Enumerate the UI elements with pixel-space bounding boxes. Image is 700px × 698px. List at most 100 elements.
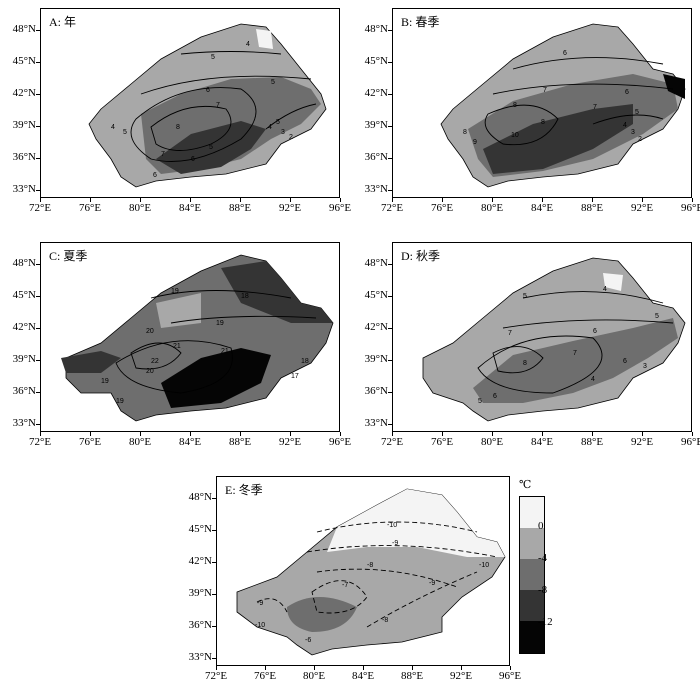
contour-label: 3 xyxy=(643,363,647,370)
map-frame-b: B: 春季 6 7 8 7 6 5 10 8 4 3 xyxy=(392,8,692,198)
panel-title-b: B: 春季 xyxy=(399,13,442,30)
lon-tick xyxy=(265,666,266,670)
lat-tick xyxy=(36,264,40,265)
contour-label: 6 xyxy=(623,358,627,365)
lon-tick xyxy=(510,666,511,670)
lon-tick xyxy=(412,666,413,670)
contour-label: 4 xyxy=(268,124,272,131)
contour-label: 5 xyxy=(211,54,215,61)
lat-tick xyxy=(212,658,216,659)
contour-label: 4 xyxy=(591,376,595,383)
legend-label-1: -4 xyxy=(538,552,548,564)
map-frame-e: E: 冬季 -10 -9 -8 -10 -7 -9 -8 -9 xyxy=(216,476,510,666)
lat-label: 42°N xyxy=(364,321,388,333)
lon-label: 88°E xyxy=(228,202,252,214)
contour-label: 5 xyxy=(523,293,527,300)
map-frame-a: A: 年 5 4 5 6 7 8 6 xyxy=(40,8,340,198)
map-svg-a: 5 4 5 6 7 8 6 4 5 3 2 7 6 5 5 4 xyxy=(88,23,327,188)
map-frame-d: D: 秋季 4 5 6 7 8 6 5 4 3 7 6 xyxy=(392,242,692,432)
lon-label: 88°E xyxy=(580,202,604,214)
lon-tick xyxy=(692,432,693,436)
contour-label: 6 xyxy=(625,89,629,96)
lon-tick xyxy=(90,432,91,436)
map-svg-e: -10 -9 -8 -10 -7 -9 -8 -9 -10 -6 xyxy=(236,488,506,656)
lon-label: 76°E xyxy=(78,202,102,214)
lon-label: 80°E xyxy=(480,436,504,448)
contour-label: 7 xyxy=(543,87,547,94)
map-svg-b: 6 7 8 7 6 5 10 8 4 3 2 9 8 xyxy=(440,23,686,188)
lon-label: 96°E xyxy=(328,436,352,448)
lat-label: 39°N xyxy=(12,353,36,365)
lon-label: 96°E xyxy=(498,670,522,682)
lon-label: 92°E xyxy=(630,436,654,448)
panel-title-a: A: 年 xyxy=(47,13,79,30)
lon-tick xyxy=(314,666,315,670)
contour-label: 5 xyxy=(478,398,482,405)
lon-tick xyxy=(392,198,393,202)
lat-label: 36°N xyxy=(12,151,36,163)
contour-label: 2 xyxy=(289,134,293,141)
contour-label: 6 xyxy=(206,87,210,94)
lat-label: 39°N xyxy=(12,119,36,131)
contour-label: 7 xyxy=(593,104,597,111)
lat-label: 39°N xyxy=(364,353,388,365)
lon-tick xyxy=(340,198,341,202)
lon-tick xyxy=(392,432,393,436)
contour-label: 7 xyxy=(216,102,220,109)
lon-label: 84°E xyxy=(530,436,554,448)
contour-label: 8 xyxy=(523,360,527,367)
lon-label: 72°E xyxy=(380,436,404,448)
contour-label: 3 xyxy=(281,129,285,136)
lon-tick xyxy=(140,198,141,202)
lat-label: 45°N xyxy=(12,289,36,301)
lat-tick xyxy=(388,30,392,31)
lat-tick xyxy=(388,264,392,265)
lat-label: 42°N xyxy=(188,555,212,567)
contour-label: 21 xyxy=(173,343,181,350)
lat-label: 48°N xyxy=(188,491,212,503)
contour-label: 7 xyxy=(573,350,577,357)
lat-tick xyxy=(388,296,392,297)
contour-label: -9 xyxy=(257,600,263,607)
contour-label: 5 xyxy=(271,79,275,86)
panel-title-c: C: 夏季 xyxy=(47,247,90,264)
lon-tick xyxy=(492,432,493,436)
legend-swatch-0 xyxy=(520,497,544,528)
lat-tick xyxy=(36,424,40,425)
lat-label: 33°N xyxy=(188,651,212,663)
contour-label: 19 xyxy=(216,320,224,327)
contour-label: 8 xyxy=(541,119,545,126)
contour-label: 20 xyxy=(146,368,154,375)
lon-label: 96°E xyxy=(328,202,352,214)
lat-tick xyxy=(212,562,216,563)
contour-label: 3 xyxy=(631,129,635,136)
panel-title-e: E: 冬季 xyxy=(223,481,265,498)
contour-label: 6 xyxy=(493,393,497,400)
contour-label: 2 xyxy=(638,136,642,143)
lon-label: 92°E xyxy=(630,202,654,214)
lon-label: 72°E xyxy=(28,202,52,214)
lon-label: 84°E xyxy=(178,202,202,214)
contour-label: 18 xyxy=(301,358,309,365)
legend-swatch-3 xyxy=(520,590,544,621)
lon-label: 80°E xyxy=(128,202,152,214)
lon-label: 72°E xyxy=(28,436,52,448)
lat-label: 42°N xyxy=(364,87,388,99)
lon-label: 84°E xyxy=(351,670,375,682)
contour-label: 8 xyxy=(513,102,517,109)
lon-tick xyxy=(290,198,291,202)
contour-label: 9 xyxy=(473,139,477,146)
legend-label-0: 0 xyxy=(538,520,544,532)
lon-tick xyxy=(692,198,693,202)
lon-label: 88°E xyxy=(580,436,604,448)
lat-tick xyxy=(388,424,392,425)
lat-tick xyxy=(36,392,40,393)
contour-label: 6 xyxy=(593,328,597,335)
lon-label: 84°E xyxy=(530,202,554,214)
lon-tick xyxy=(40,432,41,436)
lon-tick xyxy=(642,198,643,202)
lon-tick xyxy=(442,432,443,436)
lat-tick xyxy=(388,126,392,127)
lon-label: 80°E xyxy=(480,202,504,214)
contour-label: 18 xyxy=(241,293,249,300)
